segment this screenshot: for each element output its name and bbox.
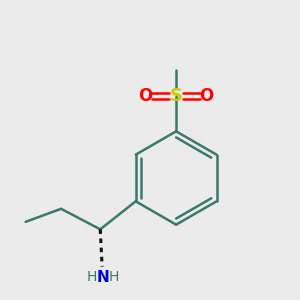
Text: O: O — [138, 87, 153, 105]
Text: S: S — [169, 87, 183, 105]
Text: H: H — [86, 270, 97, 284]
Text: O: O — [200, 87, 214, 105]
Text: H: H — [108, 270, 119, 284]
Text: N: N — [96, 270, 109, 285]
